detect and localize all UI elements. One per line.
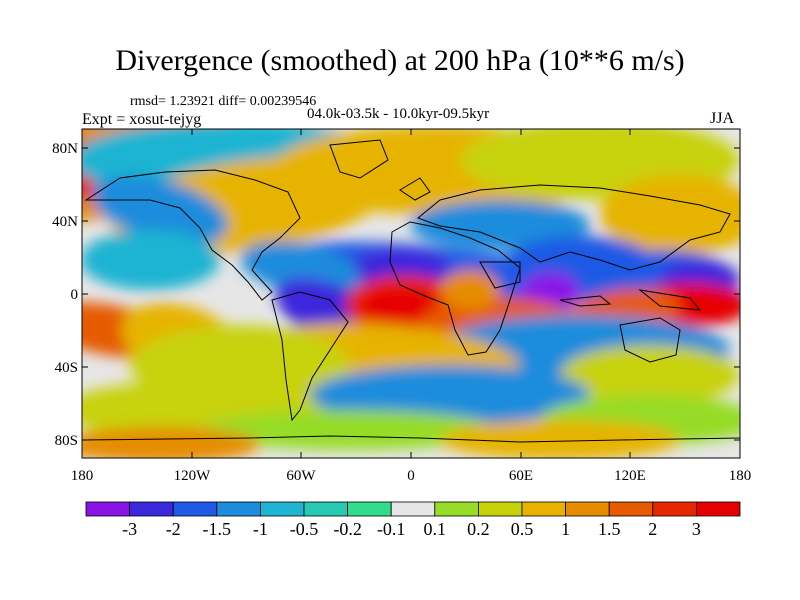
season-label: JJA — [710, 110, 735, 127]
colorbar-label: 1 — [561, 519, 571, 539]
field-region — [82, 230, 220, 290]
figure-title: Divergence (smoothed) at 200 hPa (10**6 … — [115, 44, 685, 77]
field-region — [410, 200, 590, 250]
colorbar-swatch — [129, 501, 174, 517]
y-tick-40n: 40N — [52, 214, 78, 230]
coastline — [329, 139, 389, 179]
x-tick-60e: 60E — [508, 468, 534, 484]
x-tick-180e: 180 — [728, 468, 752, 484]
colorbar-label: 2 — [648, 519, 658, 539]
colorbar-label: -3 — [122, 519, 138, 539]
colorbar-swatch — [521, 501, 566, 517]
colorbar-swatch — [172, 501, 218, 517]
coastline — [417, 184, 731, 271]
coastline — [389, 221, 521, 356]
colorbar-swatch — [608, 501, 654, 517]
colorbar-label: 0.1 — [423, 519, 447, 539]
coastline — [479, 261, 521, 289]
colorbar-swatch — [696, 501, 741, 517]
x-tick-180w: 180 — [70, 468, 94, 484]
coastline — [399, 177, 431, 201]
field-region — [360, 287, 440, 323]
colorbar-swatch — [259, 501, 305, 517]
colorbar-swatch — [216, 501, 261, 517]
y-tick-80n: 80N — [52, 141, 78, 157]
colorbar-swatch — [652, 501, 697, 517]
coastline — [82, 435, 740, 443]
colorbar-swatch — [347, 501, 392, 517]
colorbar-label: -1 — [252, 519, 268, 539]
colorbar-label: 1.5 — [597, 519, 621, 539]
colorbar-label: 0.2 — [467, 519, 490, 539]
coastline — [638, 289, 702, 311]
y-tick-0: 0 — [70, 287, 79, 303]
field-region — [560, 345, 740, 405]
field-region — [200, 410, 500, 450]
field-region — [600, 175, 740, 255]
colorbar-swatch — [390, 501, 436, 517]
coastline — [559, 295, 612, 307]
y-tick-80s: 80S — [54, 433, 78, 449]
colorbar-label: -0.2 — [333, 519, 362, 539]
colorbar-swatch — [303, 501, 348, 517]
field-region — [82, 427, 260, 458]
field-layer — [82, 129, 740, 458]
colorbar-label: -1.5 — [202, 519, 232, 539]
x-tick-120e: 120E — [614, 468, 646, 484]
field-region — [440, 420, 680, 458]
colorbar-swatch — [434, 501, 479, 517]
y-tick-40s: 40S — [54, 360, 78, 376]
field-region — [310, 365, 590, 425]
x-tick-120w: 120W — [173, 468, 211, 484]
colorbar-label: -0.5 — [289, 519, 319, 539]
colorbar-label: 0.5 — [510, 519, 534, 539]
period-label: 04.0k-03.5k - 10.0kyr-09.5kyr — [307, 106, 490, 122]
field-region — [440, 270, 500, 310]
colorbar-label: -2 — [165, 519, 181, 539]
field-region — [240, 241, 360, 295]
colorbar-swatch — [565, 501, 610, 517]
coastline — [271, 291, 349, 422]
coastline — [619, 317, 681, 363]
colorbar-swatch — [477, 501, 523, 517]
field-region — [91, 175, 229, 245]
stats-line: rmsd= 1.23921 diff= 0.00239546 — [130, 94, 317, 109]
colorbar-label: 3 — [691, 519, 701, 539]
x-tick-60w: 60W — [286, 468, 316, 484]
x-tick-0: 0 — [407, 468, 415, 484]
coastline — [84, 169, 301, 301]
colorbar-swatch — [85, 501, 130, 517]
colorbar-label: -0.1 — [376, 519, 406, 539]
experiment-label: Expt = xosut-tejyg — [82, 111, 202, 128]
